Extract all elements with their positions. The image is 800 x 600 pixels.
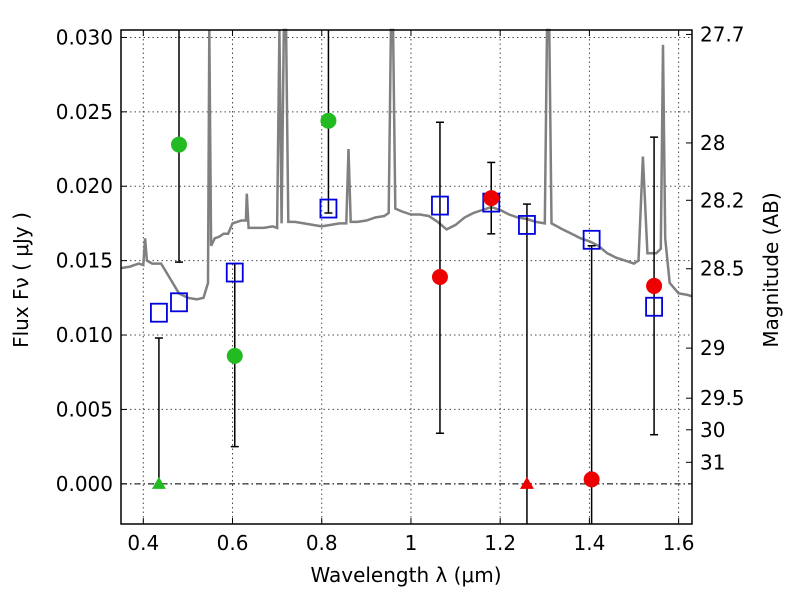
observed-point bbox=[431, 269, 448, 285]
y-tick-label: 0.010 bbox=[56, 323, 113, 347]
plot-frame bbox=[120, 29, 693, 525]
x-tick-label: 1.2 bbox=[484, 531, 516, 555]
mag-tick-label: 28 bbox=[700, 131, 725, 155]
model-point bbox=[518, 215, 536, 235]
observed-point bbox=[483, 190, 500, 207]
observed-point bbox=[226, 347, 243, 364]
mag-tick-label: 28.2 bbox=[700, 188, 745, 212]
observed-point bbox=[583, 471, 600, 488]
grid bbox=[121, 30, 692, 524]
upper-limit-marker bbox=[151, 476, 166, 489]
x-tick-label: 0.6 bbox=[217, 531, 249, 555]
observed-point bbox=[170, 136, 187, 153]
x-axis-label: Wavelength λ (μm) bbox=[310, 563, 501, 587]
mag-tick-label: 31 bbox=[700, 450, 725, 474]
spectrum-line bbox=[120, 28, 693, 301]
observed-point bbox=[646, 277, 663, 294]
y-tick-label: 0.020 bbox=[56, 174, 113, 198]
mag-tick-label: 29 bbox=[700, 336, 725, 360]
model-point bbox=[170, 292, 188, 313]
model-point bbox=[319, 198, 338, 219]
model-points bbox=[150, 192, 663, 323]
y-axis-label: Flux Fν ( μJy ) bbox=[9, 212, 33, 348]
model-point bbox=[582, 229, 601, 250]
mag-tick-label: 28.5 bbox=[700, 257, 745, 281]
x-tick-label: 1.6 bbox=[663, 531, 695, 555]
plot-area bbox=[120, 28, 693, 524]
x-tick-label: 1 bbox=[405, 531, 418, 555]
model-point bbox=[431, 195, 449, 216]
y-tick-label: 0.015 bbox=[56, 249, 113, 273]
x-tick-label: 1.4 bbox=[573, 531, 605, 555]
model-point bbox=[645, 296, 663, 317]
upper-limit-marker bbox=[519, 476, 534, 489]
y-axis: 0.000 0.005 0.010 0.015 0.020 0.025 0.030 bbox=[56, 25, 127, 496]
y-tick-label: 0.030 bbox=[56, 25, 113, 49]
x-tick-label: 0.4 bbox=[127, 531, 159, 555]
error-bars bbox=[154, 30, 659, 524]
model-point bbox=[150, 302, 168, 323]
y-tick-label: 0.000 bbox=[56, 472, 113, 496]
magnitude-axis: 27.7 28 28.2 28.5 29 29.5 30 31 bbox=[686, 22, 745, 474]
model-point bbox=[225, 262, 244, 283]
mag-tick-label: 30 bbox=[700, 418, 725, 442]
observed-point bbox=[320, 112, 337, 129]
observed-points bbox=[151, 112, 663, 489]
magnitude-axis-label: Magnitude (AB) bbox=[759, 192, 783, 347]
mag-tick-label: 29.5 bbox=[700, 386, 745, 410]
x-axis: 0.4 0.6 0.8 1 1.2 1.4 1.6 bbox=[127, 30, 695, 555]
y-tick-label: 0.025 bbox=[56, 100, 113, 124]
y-tick-label: 0.005 bbox=[56, 397, 113, 421]
x-tick-label: 0.8 bbox=[306, 531, 338, 555]
mag-tick-label: 27.7 bbox=[700, 22, 745, 46]
